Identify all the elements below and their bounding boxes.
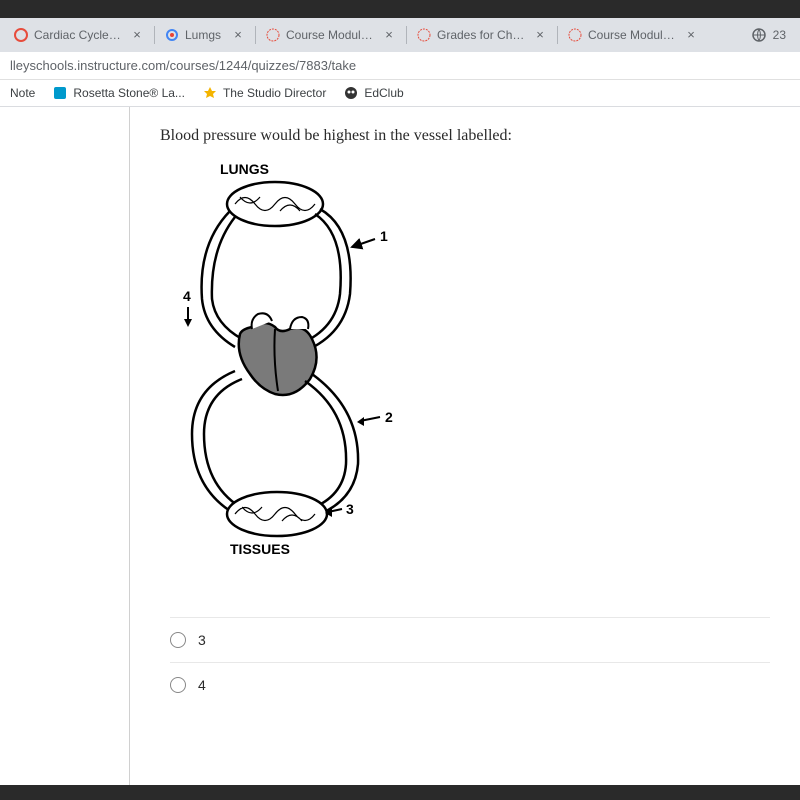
close-icon[interactable]: × — [130, 28, 144, 42]
browser-chrome: Cardiac Cycle and × Lumgs × Course Modul… — [0, 18, 800, 107]
tab-cardiac-cycle[interactable]: Cardiac Cycle and × — [4, 20, 154, 50]
viewport: Cardiac Cycle and × Lumgs × Course Modul… — [0, 0, 800, 800]
bookmark-note[interactable]: Note — [10, 86, 35, 100]
tab-title: Course Modules: — [286, 28, 376, 42]
answer-label: 3 — [198, 632, 206, 648]
favicon-generic-icon — [14, 28, 28, 42]
bookmark-studio[interactable]: The Studio Director — [203, 86, 326, 100]
diagram-label-lungs: LUNGS — [220, 161, 410, 177]
favicon-canvas-icon — [568, 28, 582, 42]
answer-options: 3 4 — [170, 617, 770, 707]
address-bar[interactable]: lleyschools.instructure.com/courses/1244… — [10, 58, 790, 73]
tab-title: Lumgs — [185, 28, 225, 42]
bookmark-label: The Studio Director — [223, 86, 326, 100]
bookmark-label: Rosetta Stone® La... — [73, 86, 185, 100]
main-panel: Blood pressure would be highest in the v… — [130, 107, 800, 785]
tab-grades[interactable]: Grades for Chene × — [407, 20, 557, 50]
tab-strip: Cardiac Cycle and × Lumgs × Course Modul… — [0, 18, 800, 52]
diagram-number-2: 2 — [385, 409, 393, 425]
radio-button[interactable] — [170, 677, 186, 693]
globe-icon — [751, 27, 767, 43]
close-icon[interactable]: × — [231, 28, 245, 42]
answer-option-3[interactable]: 3 — [170, 617, 770, 662]
tab-lumgs[interactable]: Lumgs × — [155, 20, 255, 50]
answer-option-4[interactable]: 4 — [170, 662, 770, 707]
question-text: Blood pressure would be highest in the v… — [160, 127, 770, 145]
rosetta-icon — [53, 86, 67, 100]
close-icon[interactable]: × — [382, 28, 396, 42]
diagram-number-3: 3 — [346, 501, 354, 517]
tab-count: 23 — [773, 28, 786, 42]
left-panel — [0, 107, 130, 785]
tab-title: Cardiac Cycle and — [34, 28, 124, 42]
diagram-number-4: 4 — [183, 288, 191, 304]
close-icon[interactable]: × — [684, 28, 698, 42]
studio-icon — [203, 86, 217, 100]
favicon-canvas-icon — [266, 28, 280, 42]
bookmarks-bar: Note Rosetta Stone® La... The Studio Dir… — [0, 80, 800, 107]
diagram-label-tissues: TISSUES — [230, 541, 410, 557]
diagram-container: LUNGS 1 4 — [180, 161, 410, 557]
favicon-canvas-icon — [417, 28, 431, 42]
edclub-icon — [344, 86, 358, 100]
answer-label: 4 — [198, 677, 206, 693]
radio-button[interactable] — [170, 632, 186, 648]
tab-course-modules-1[interactable]: Course Modules: × — [256, 20, 406, 50]
bookmark-rosetta[interactable]: Rosetta Stone® La... — [53, 86, 185, 100]
tab-course-modules-2[interactable]: Course Modules: × — [558, 20, 708, 50]
close-icon[interactable]: × — [533, 28, 547, 42]
bookmark-label: Note — [10, 86, 35, 100]
tab-title: Course Modules: — [588, 28, 678, 42]
circulation-diagram: 1 4 — [180, 179, 410, 539]
favicon-google-icon — [165, 28, 179, 42]
bookmark-label: EdClub — [364, 86, 403, 100]
tab-title: Grades for Chene — [437, 28, 527, 42]
diagram-number-1: 1 — [380, 228, 388, 244]
bookmark-edclub[interactable]: EdClub — [344, 86, 403, 100]
address-bar-row: lleyschools.instructure.com/courses/1244… — [0, 52, 800, 80]
tab-counter[interactable]: 23 — [741, 27, 796, 43]
content-area: Blood pressure would be highest in the v… — [0, 107, 800, 785]
